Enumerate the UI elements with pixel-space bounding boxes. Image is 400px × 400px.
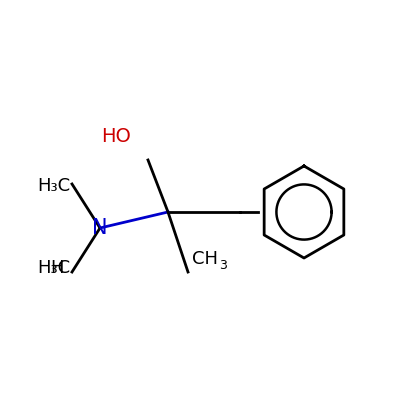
Text: H₃C: H₃C <box>37 259 70 277</box>
Text: HO: HO <box>101 126 131 146</box>
Text: H: H <box>50 259 64 277</box>
Text: H₃C: H₃C <box>37 177 70 195</box>
Text: N: N <box>92 218 108 238</box>
Text: 3: 3 <box>219 258 227 272</box>
Text: CH: CH <box>192 250 218 268</box>
